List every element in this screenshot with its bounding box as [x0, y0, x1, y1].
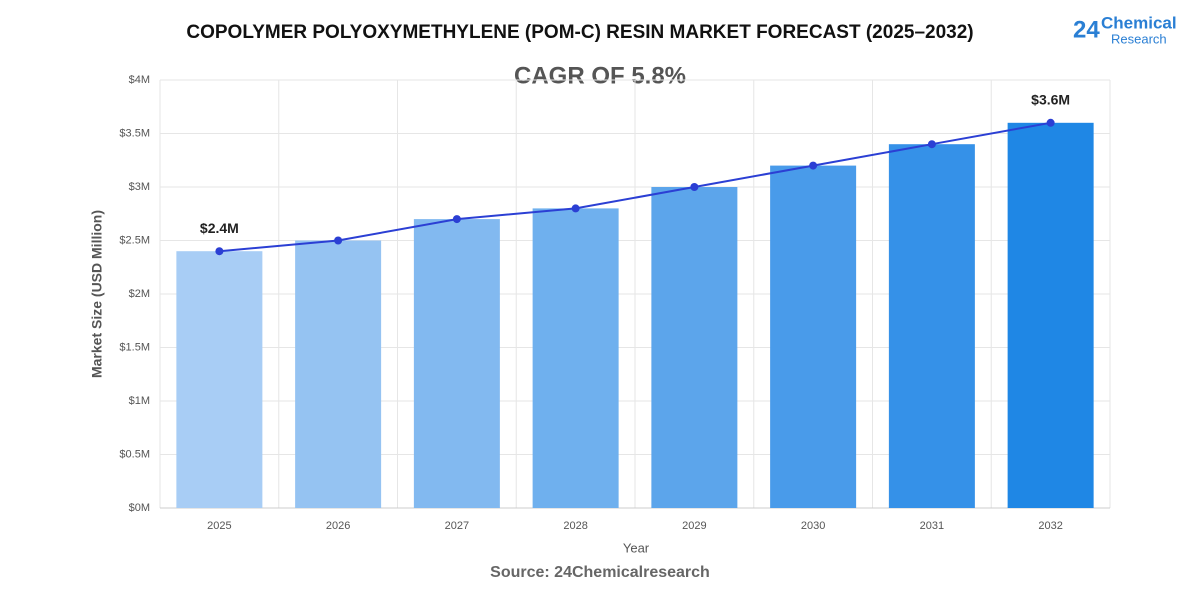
bar	[1007, 122, 1094, 509]
y-tick-label: $1M	[129, 395, 150, 407]
chart-title: COPOLYMER POLYOXYMETHYLENE (POM-C) RESIN…	[186, 22, 973, 43]
bar	[176, 251, 263, 508]
x-axis-label: Year	[623, 540, 650, 555]
bar	[888, 144, 975, 508]
y-tick-label: $3.5M	[119, 127, 150, 139]
trend-line	[219, 121, 1051, 253]
y-tick-label: $0.5M	[119, 448, 150, 460]
source: Source: 24Chemicalresearch	[490, 564, 710, 581]
trend-point	[927, 140, 936, 149]
trend-point	[1046, 118, 1055, 127]
value-label: $3.6M	[1031, 92, 1070, 108]
trend-point	[809, 161, 818, 170]
value-label: $2.4M	[200, 220, 239, 236]
y-tick-label: $2.5M	[119, 234, 150, 246]
trend-point	[452, 215, 461, 224]
logo-number: 24	[1073, 16, 1100, 43]
trend-point	[571, 204, 580, 213]
bar	[413, 219, 500, 508]
x-tick-label: 2029	[682, 520, 706, 532]
y-tick-label: $0M	[129, 502, 150, 514]
trend-point	[215, 247, 224, 256]
logo-tagline: Research	[1111, 31, 1167, 46]
y-tick-label: $4M	[129, 74, 150, 86]
y-axis-label: Market Size (USD Million)	[89, 210, 105, 378]
x-tick-label: 2026	[326, 520, 350, 532]
trend-point	[334, 236, 343, 245]
x-tick-label: 2027	[445, 520, 469, 532]
x-tick-label: 2030	[801, 520, 825, 532]
bar	[770, 165, 857, 508]
subtitle: CAGR OF 5.8%	[514, 62, 686, 89]
y-tick-label: $2M	[129, 288, 150, 300]
bar	[295, 240, 382, 508]
x-tick-label: 2031	[920, 520, 944, 532]
x-tick-label: 2028	[563, 520, 587, 532]
bar	[651, 187, 738, 508]
y-tick-label: $3M	[129, 181, 150, 193]
y-tick-label: $1.5M	[119, 341, 150, 353]
x-tick-label: 2032	[1038, 520, 1062, 532]
trend-point	[690, 183, 699, 191]
logo-name: Chemical	[1101, 13, 1177, 32]
x-tick-label: 2025	[207, 520, 231, 532]
bar	[532, 208, 619, 508]
